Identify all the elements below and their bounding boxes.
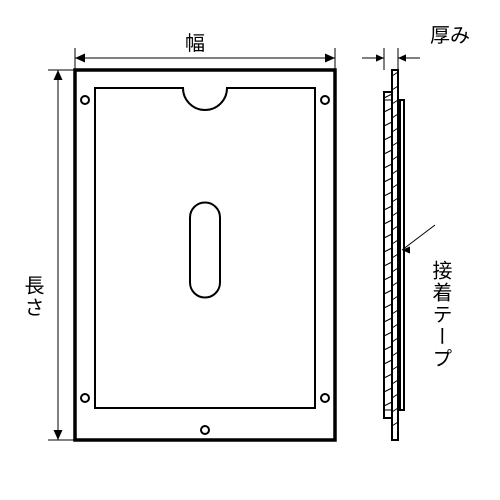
front-center-slot: [190, 203, 220, 298]
screw-hole-0: [81, 96, 89, 104]
screw-hole-1: [321, 96, 329, 104]
screw-hole-3: [321, 394, 329, 402]
label-width: 幅: [185, 32, 205, 55]
side-adhesive-tape: [400, 100, 404, 410]
label-thickness: 厚み: [430, 25, 470, 47]
screw-hole-2: [81, 394, 89, 402]
front-inner-window: [95, 88, 315, 408]
side-view: [384, 70, 404, 440]
label-length: 長さ: [21, 275, 43, 319]
screw-hole-4: [201, 426, 209, 434]
label-tape: 接着テープ: [429, 260, 452, 370]
front-outer-frame: [75, 70, 335, 440]
side-front-plate: [384, 92, 392, 418]
front-view: [75, 70, 335, 440]
